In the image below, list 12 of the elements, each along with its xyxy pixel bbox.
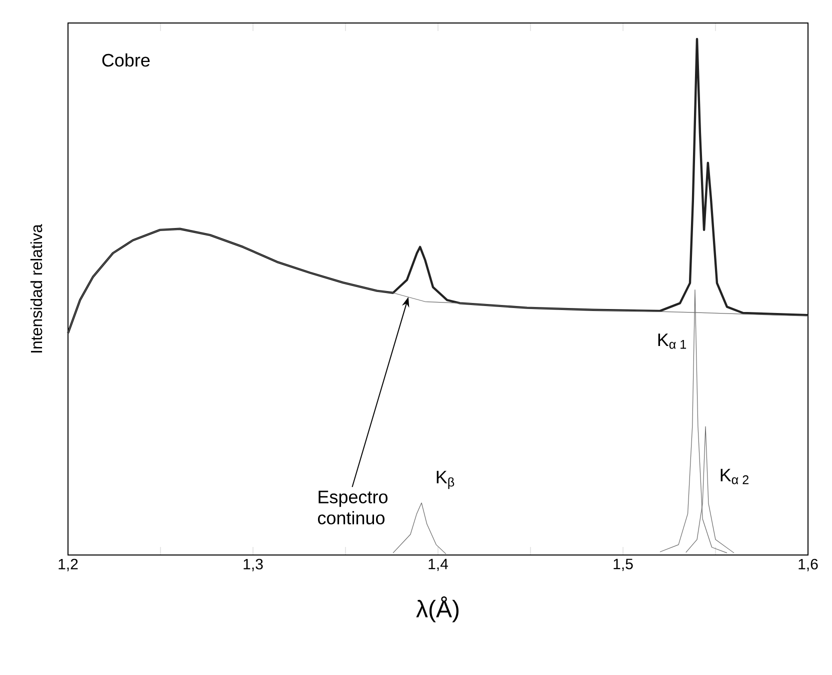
x-tick-label: 1,2	[58, 558, 78, 572]
x-tick-label: 1,4	[428, 558, 448, 572]
x-axis-title: λ(Å)	[416, 596, 459, 622]
x-tick-label: 1,3	[244, 558, 263, 572]
annotation: Cobre	[102, 53, 150, 67]
x-tick-label: 1,6	[798, 558, 818, 572]
annotation: Espectro continuo	[318, 490, 388, 524]
annotation: K$_{α 2}$	[720, 468, 748, 484]
y-axis-title: Intensidad relativa	[30, 224, 42, 352]
annotation: K$_{β}$	[436, 470, 454, 490]
annotation: K$_{α 1}$	[658, 334, 686, 349]
x-tick-label: 1,5	[614, 558, 633, 572]
